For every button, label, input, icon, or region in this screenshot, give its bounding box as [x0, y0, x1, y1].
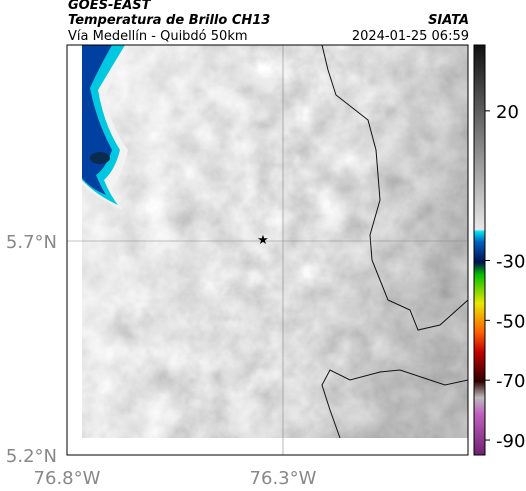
colorbar: [473, 44, 486, 456]
satellite: GOES-EAST: [68, 0, 152, 13]
region: Vía Medellín - Quibdó 50km: [68, 29, 248, 44]
colorbar-tick-label: -50: [496, 311, 525, 332]
satellite-image: [82, 45, 468, 438]
colorbar-tick-label: -70: [496, 371, 525, 392]
location-marker: ★: [257, 233, 269, 248]
source: SIATA: [428, 13, 469, 28]
lon-label: 76.8°W: [34, 468, 101, 489]
colorbar-tick-label: -30: [496, 251, 525, 272]
lat-label: 5.7°N: [6, 232, 57, 253]
map-frame: [66, 44, 469, 456]
lon-label: 76.3°W: [250, 468, 317, 489]
border: [321, 369, 469, 439]
datetime: 2024-01-25 06:59: [352, 29, 469, 44]
lat-label: 5.2°N: [6, 446, 57, 467]
product: Temperatura de Brillo CH13: [68, 13, 270, 28]
border: [321, 44, 469, 331]
colorbar-tick-label: -90: [496, 431, 525, 452]
colorbar-tick-label: 20: [496, 102, 519, 123]
